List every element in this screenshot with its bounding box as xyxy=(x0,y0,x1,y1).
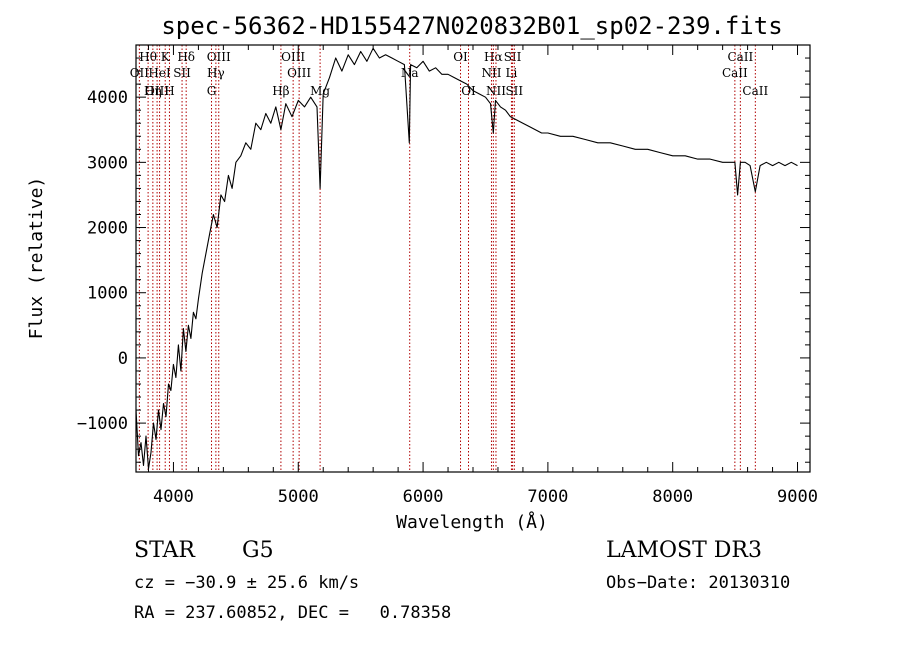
y-axis-label: Flux (relative) xyxy=(26,177,47,340)
chart-title: spec-56362-HD155427N020832B01_sp02-239.f… xyxy=(161,12,782,40)
y-tick-label: −1000 xyxy=(77,414,128,434)
line-marker-label: Na xyxy=(401,66,419,80)
line-marker-label: OIII xyxy=(145,84,169,98)
line-marker-label: Mg xyxy=(310,84,330,98)
spectrum-line xyxy=(136,47,798,470)
line-marker-label: Li xyxy=(506,66,518,80)
line-marker-label: OIII xyxy=(281,50,305,64)
line-marker-label: HeI xyxy=(148,66,171,80)
x-tick-label: 5000 xyxy=(278,487,319,507)
x-tick-label: 8000 xyxy=(652,487,693,507)
x-tick-label: 7000 xyxy=(527,487,568,507)
line-marker-label: Hδ xyxy=(177,50,195,64)
line-marker-label: NII xyxy=(486,84,506,98)
line-marker-label: H xyxy=(164,84,174,98)
coordinates-text: RA = 237.60852, DEC = 0.78358 xyxy=(134,603,452,623)
line-markers: Hθ OII OIII HeI K Hη SII H Hδ OIII Hγ G Hβ OIII OIII Mg… xyxy=(130,45,768,472)
line-marker-label: Hη xyxy=(144,84,162,98)
line-marker-label: CaII xyxy=(722,66,748,80)
line-marker-label: OI xyxy=(453,50,468,64)
line-marker-label: OIII xyxy=(287,66,311,80)
y-tick-label: 0 xyxy=(118,349,128,369)
line-marker-label: OI xyxy=(461,84,476,98)
line-marker-label: NII xyxy=(481,66,501,80)
y-tick-label: 2000 xyxy=(87,219,128,239)
line-marker-label: CaII xyxy=(727,50,753,64)
x-tick-label: 9000 xyxy=(777,487,818,507)
obs-date: Obs−Date: 20130310 xyxy=(606,573,791,593)
y-tick-label: 4000 xyxy=(87,88,128,108)
line-marker-label: OIII xyxy=(207,50,231,64)
x-tick-label: 6000 xyxy=(403,487,444,507)
axis-ticks: 4000 5000 6000 7000 8000 9000 −1000 0 1000 2000 30… xyxy=(77,44,818,507)
y-tick-label: 1000 xyxy=(87,284,128,304)
line-marker-label: G xyxy=(207,84,217,98)
line-marker-label: SII xyxy=(505,84,523,98)
line-marker-label: CaII xyxy=(742,84,768,98)
line-marker-label: Hγ xyxy=(207,66,225,80)
spectrum-series xyxy=(136,47,798,470)
redshift-text: cz = −30.9 ± 25.6 km/s xyxy=(134,573,360,593)
object-type: STAR xyxy=(134,538,195,563)
line-marker-label: OII xyxy=(130,66,150,80)
line-marker-label: SII xyxy=(504,50,522,64)
x-axis-label: Wavelength (Å) xyxy=(396,511,548,533)
line-marker-label: Hβ xyxy=(272,84,289,98)
line-marker-label: Hα xyxy=(484,50,503,64)
x-tick-label: 4000 xyxy=(153,487,194,507)
survey-release: LAMOST DR3 xyxy=(606,538,762,563)
line-marker-label: Hθ xyxy=(139,50,157,64)
line-marker-label: SII xyxy=(173,66,191,80)
spectral-subclass: G5 xyxy=(242,538,274,563)
plot-frame xyxy=(135,44,811,473)
line-marker-label: K xyxy=(161,50,171,64)
y-tick-label: 3000 xyxy=(87,153,128,173)
